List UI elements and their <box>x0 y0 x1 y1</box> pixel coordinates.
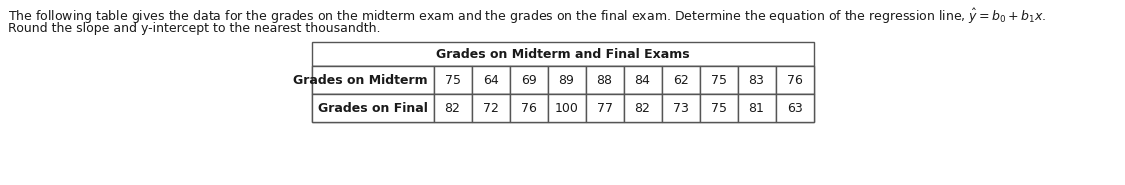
Text: 76: 76 <box>521 102 537 115</box>
Text: 72: 72 <box>483 102 498 115</box>
Text: The following table gives the data for the grades on the midterm exam and the gr: The following table gives the data for t… <box>8 7 1046 26</box>
Text: Grades on Midterm: Grades on Midterm <box>292 73 428 87</box>
Text: 62: 62 <box>673 73 688 87</box>
Bar <box>471 94 510 122</box>
Text: 73: 73 <box>673 102 688 115</box>
Text: 89: 89 <box>558 73 575 87</box>
Text: 82: 82 <box>634 102 650 115</box>
Text: 64: 64 <box>483 73 498 87</box>
Bar <box>312 66 433 94</box>
Bar <box>700 66 738 94</box>
Text: 75: 75 <box>444 73 460 87</box>
Text: Grades on Midterm and Final Exams: Grades on Midterm and Final Exams <box>435 48 690 60</box>
Bar <box>548 94 585 122</box>
Text: 77: 77 <box>596 102 612 115</box>
Bar <box>775 94 813 122</box>
Text: 75: 75 <box>711 102 727 115</box>
Bar <box>312 94 813 122</box>
Bar <box>662 94 700 122</box>
Text: 69: 69 <box>521 73 537 87</box>
Text: 84: 84 <box>634 73 650 87</box>
Bar <box>700 94 738 122</box>
Bar <box>585 66 623 94</box>
Bar <box>585 94 623 122</box>
Bar <box>738 94 775 122</box>
Text: 82: 82 <box>444 102 460 115</box>
Bar <box>510 94 548 122</box>
Text: 88: 88 <box>596 73 612 87</box>
Bar <box>623 94 661 122</box>
Text: Grades on Final: Grades on Final <box>317 102 428 115</box>
Text: 83: 83 <box>748 73 765 87</box>
Bar <box>433 94 471 122</box>
Text: 75: 75 <box>711 73 727 87</box>
Bar <box>738 66 775 94</box>
Bar <box>312 66 813 94</box>
Bar <box>471 66 510 94</box>
Text: 63: 63 <box>786 102 802 115</box>
Text: 81: 81 <box>748 102 765 115</box>
Text: 100: 100 <box>555 102 578 115</box>
Bar <box>312 94 433 122</box>
Bar <box>510 66 548 94</box>
Bar <box>623 66 661 94</box>
Text: Round the slope and y-intercept to the nearest thousandth.: Round the slope and y-intercept to the n… <box>8 22 380 35</box>
Text: 76: 76 <box>786 73 802 87</box>
Bar <box>662 66 700 94</box>
Bar <box>433 66 471 94</box>
Bar <box>775 66 813 94</box>
Bar <box>548 66 585 94</box>
Bar <box>312 42 813 66</box>
